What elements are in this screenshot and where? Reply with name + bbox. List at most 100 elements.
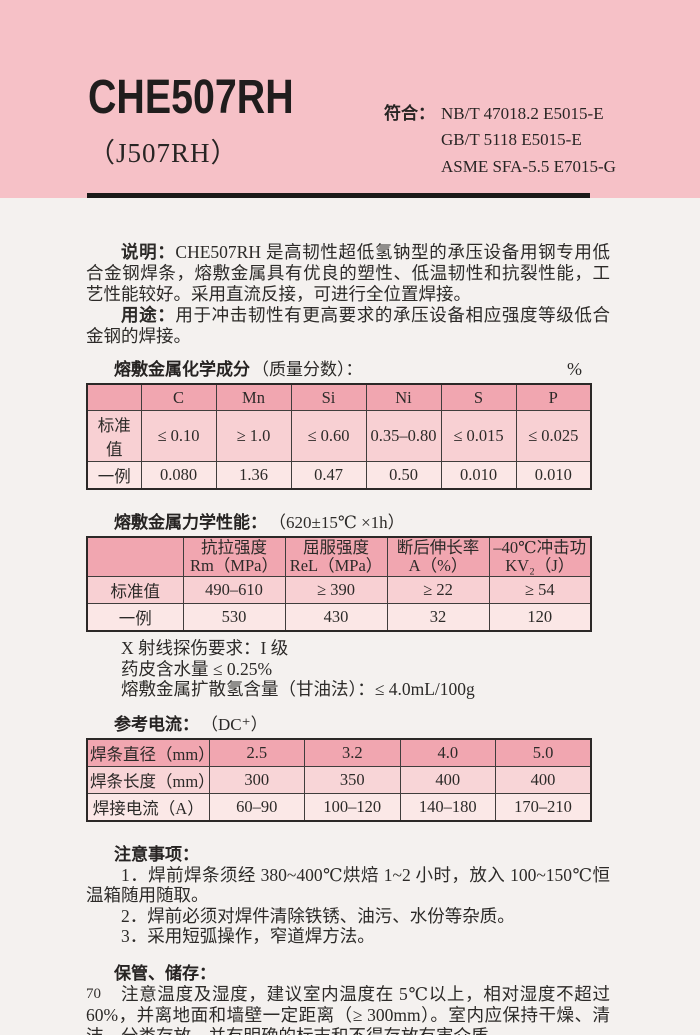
column-header: 断后伸长率	[396, 538, 480, 557]
table-row: 标准值 ≤ 0.10 ≥ 1.0 ≤ 0.60 0.35–0.80 ≤ 0.01…	[86, 410, 592, 462]
storage-section-title: 保管、储存：	[86, 959, 592, 984]
table-cell: ≥ 390	[284, 576, 388, 604]
column-header: ReL（MPa）	[289, 556, 383, 575]
chem-unit: %	[567, 359, 582, 379]
table-cell: Ni	[365, 383, 442, 411]
current-table: 焊条直径（mm） 2.5 3.2 4.0 5.0 焊条长度（mm） 300 35…	[86, 737, 592, 822]
page-content: 说明：CHE507RH 是高韧性超低氢钠型的承压设备用钢专用低合金钢焊条，熔敷金…	[0, 198, 700, 1035]
table-cell: 3.2	[304, 738, 401, 767]
column-header: A（%）	[408, 556, 468, 575]
column-header: 抗拉强度	[201, 538, 267, 557]
table-cell: ≤ 0.10	[140, 410, 217, 462]
brand-block: CHE507RH （J507RH）	[88, 74, 339, 170]
table-cell: ≤ 0.60	[290, 410, 367, 462]
description-paragraph: 说明：CHE507RH 是高韧性超低氢钠型的承压设备用钢专用低合金钢焊条，熔敷金…	[86, 242, 610, 305]
standard-item: ASME SFA-5.5 E7015-G	[441, 156, 616, 176]
table-cell: 0.010	[440, 461, 517, 490]
mech-table: 抗拉强度 Rm（MPa） 屈服强度 ReL（MPa） 断后伸长率 A（%） –40℃冲…	[86, 536, 592, 632]
mech-notes: X 射线探伤要求：I 级 药皮含水量 ≤ 0.25% 熔敷金属扩散氢含量（甘油法…	[86, 638, 610, 700]
table-cell: 170–210	[495, 792, 592, 821]
row-label: 一例	[86, 461, 142, 490]
table-cell: –40℃冲击功 KV₂（J）	[488, 536, 592, 577]
list-item: 1．焊前焊条须经 380~400℃烘焙 1~2 小时，放入 100~150℃恒温…	[86, 864, 610, 906]
table-cell: 400	[399, 765, 496, 794]
table-cell: P	[515, 383, 592, 411]
current-condition: （DC⁺）	[201, 714, 268, 734]
table-cell: 抗拉强度 Rm（MPa）	[182, 536, 286, 577]
mech-title: 熔敷金属力学性能：	[114, 513, 267, 532]
table-cell: 32	[386, 603, 490, 632]
column-header: KV₂（J）	[505, 556, 575, 575]
table-cell: 5.0	[495, 738, 592, 767]
chem-title: 熔敷金属化学成分	[114, 360, 250, 379]
column-header: –40℃冲击功	[493, 538, 587, 557]
header-divider	[87, 193, 590, 198]
table-cell: 1.36	[215, 461, 292, 490]
list-item: 2．焊前必须对焊件清除铁锈、油污、水份等杂质。	[121, 905, 515, 926]
current-title: 参考电流：	[114, 714, 199, 734]
usage-paragraph: 用途：用于冲击韧性有更高要求的承压设备相应强度等级低合金钢的焊接。	[86, 305, 610, 347]
chem-table: C Mn Si Ni S P 标准值 ≤ 0.10 ≥ 1.0 ≤ 0.60 0…	[86, 383, 592, 490]
table-cell	[86, 383, 142, 411]
precautions-section-title: 注意事项：	[86, 840, 592, 865]
row-label: 标准值	[86, 410, 142, 462]
table-row: 一例 0.080 1.36 0.47 0.50 0.010 0.010	[86, 461, 592, 490]
page-number: 70	[86, 986, 101, 1002]
table-cell: 530	[182, 603, 286, 632]
row-label: 焊条直径（mm）	[86, 738, 210, 767]
note-line: 熔敷金属扩散氢含量（甘油法）：≤ 4.0mL/100g	[121, 679, 475, 699]
table-cell: 350	[304, 765, 401, 794]
table-cell: 0.35–0.80	[365, 410, 442, 462]
description-label: 说明：	[121, 242, 176, 262]
usage-text: 用于冲击韧性有更高要求的承压设备相应强度等级低合金钢的焊接。	[86, 305, 611, 346]
column-header: Rm（MPa）	[189, 556, 278, 575]
table-row: C Mn Si Ni S P	[86, 383, 592, 411]
table-cell: 0.47	[290, 461, 367, 490]
table-cell	[86, 536, 184, 577]
usage-label: 用途：	[121, 305, 176, 325]
table-cell: 430	[284, 603, 388, 632]
table-cell: 0.010	[515, 461, 592, 490]
table-cell: ≥ 54	[488, 576, 592, 604]
table-cell: 490–610	[182, 576, 286, 604]
description-text: CHE507RH 是高韧性超低氢钠型的承压设备用钢专用低合金钢焊条，熔敷金属具有…	[86, 242, 611, 304]
table-cell: 2.5	[208, 738, 305, 767]
table-cell: 断后伸长率 A（%）	[386, 536, 490, 577]
table-cell: Si	[290, 383, 367, 411]
table-row: 焊条直径（mm） 2.5 3.2 4.0 5.0	[86, 738, 592, 767]
row-label: 焊条长度（mm）	[86, 765, 210, 794]
mech-condition: （620±15℃ ×1h）	[269, 513, 405, 532]
table-cell: ≥ 1.0	[215, 410, 292, 462]
table-row: 焊接电流（A） 60–90 100–120 140–180 170–210	[86, 792, 592, 821]
page-subtitle: （J507RH）	[88, 138, 239, 168]
page-title: CHE507RH	[88, 71, 294, 124]
row-label: 焊接电流（A）	[86, 792, 210, 821]
storage-paragraph: 注意温度及湿度，建议室内温度在 5℃以上，相对湿度不超过 60%，并离地面和墙壁…	[86, 983, 610, 1035]
column-header: 屈服强度	[303, 538, 369, 557]
table-cell: 4.0	[399, 738, 496, 767]
standards-label: 符合：	[384, 104, 435, 123]
row-label: 标准值	[86, 576, 184, 604]
table-cell: 120	[488, 603, 592, 632]
note-line: X 射线探伤要求：I 级	[121, 638, 289, 658]
mech-section-title: 熔敷金属力学性能： （620±15℃ ×1h）	[86, 508, 592, 533]
table-cell: 140–180	[399, 792, 496, 821]
storage-title: 保管、储存：	[114, 963, 216, 983]
table-cell: Mn	[215, 383, 292, 411]
table-cell: C	[140, 383, 217, 411]
current-section-title: 参考电流： （DC⁺）	[86, 710, 592, 735]
standard-item: GB/T 5118 E5015-E	[441, 130, 582, 150]
table-cell: ≤ 0.015	[440, 410, 517, 462]
table-row: 焊条长度（mm） 300 350 400 400	[86, 765, 592, 794]
table-cell: ≤ 0.025	[515, 410, 592, 462]
table-row: 标准值 490–610 ≥ 390 ≥ 22 ≥ 54	[86, 576, 592, 604]
table-cell: 400	[495, 765, 592, 794]
precautions-list: 1．焊前焊条须经 380~400℃烘焙 1~2 小时，放入 100~150℃恒温…	[86, 865, 610, 947]
table-cell: 屈服强度 ReL（MPa）	[284, 536, 388, 577]
table-cell: ≥ 22	[386, 576, 490, 604]
table-cell: S	[440, 383, 517, 411]
table-cell: 300	[208, 765, 305, 794]
chem-section-title: 熔敷金属化学成分 （质量分数）： %	[86, 355, 592, 380]
note-line: 药皮含水量 ≤ 0.25%	[121, 658, 273, 679]
